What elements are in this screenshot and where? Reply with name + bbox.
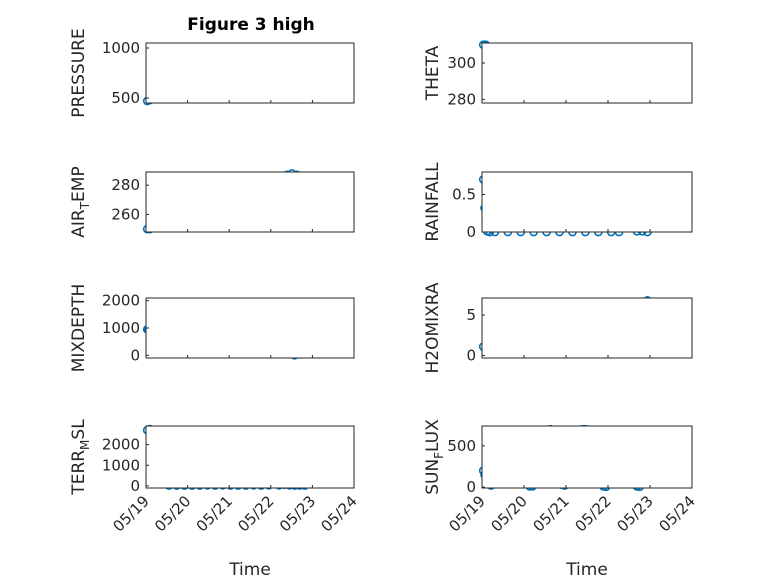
y-tick-label: 5 xyxy=(466,306,476,324)
y-tick-label: 1000 xyxy=(102,319,140,337)
y-tick-label: 500 xyxy=(447,437,476,455)
y-tick-label: 300 xyxy=(447,54,476,72)
subplot-air-temp: 260 280 AIRTEMP xyxy=(69,166,355,238)
y-tick-label: 280 xyxy=(111,176,140,194)
y-tick-label: 280 xyxy=(447,90,476,108)
y-axis-label: TERRMSL xyxy=(69,419,92,496)
y-tick-label: 2000 xyxy=(102,292,140,310)
y-axis-label: MIXDEPTH xyxy=(69,284,89,373)
axes-frame xyxy=(481,425,693,489)
y-tick-label: 260 xyxy=(111,205,140,223)
y-tick-label: 500 xyxy=(111,89,140,107)
axes-frame xyxy=(145,171,355,233)
y-tick-label: 0 xyxy=(466,347,476,365)
axes-frame xyxy=(145,425,355,489)
y-axis-label: THETA xyxy=(423,45,443,101)
chart-title: Figure 3 high xyxy=(187,15,315,35)
axes-frame xyxy=(145,297,355,359)
y-tick-label: 0 xyxy=(466,478,476,496)
y-tick-label: 0 xyxy=(130,477,140,495)
axes-frame xyxy=(481,171,693,233)
y-tick-label: 1000 xyxy=(102,39,140,57)
y-axis-label: RAINFALL xyxy=(423,162,443,242)
y-axis-label: AIRTEMP xyxy=(69,166,92,237)
y-tick-label: 0.5 xyxy=(452,186,476,204)
axes-frame xyxy=(145,42,355,104)
y-axis-label: H2OMIXRA xyxy=(423,282,443,373)
y-tick-label: 0 xyxy=(466,223,476,241)
axes-frame xyxy=(481,297,693,359)
subplot-rainfall: 0 0.5 RAINFALL xyxy=(423,162,693,242)
y-axis-label: SUNFLUX xyxy=(423,419,446,495)
y-tick-label: 2000 xyxy=(102,436,140,454)
subplot-pressure: 500 1000 PRESSURE xyxy=(69,28,355,118)
subplot-mixdepth: 0 1000 2000 MIXDEPTH xyxy=(69,284,355,373)
axes-frame xyxy=(481,42,693,104)
y-tick-label: 0 xyxy=(130,346,140,364)
y-axis-label: PRESSURE xyxy=(69,28,89,117)
x-axis-label: Time xyxy=(565,560,608,580)
x-axis-label: Time xyxy=(228,560,271,580)
subplot-h2omixra: 0 5 H2OMIXRA xyxy=(423,282,693,374)
y-tick-label: 1000 xyxy=(102,456,140,474)
